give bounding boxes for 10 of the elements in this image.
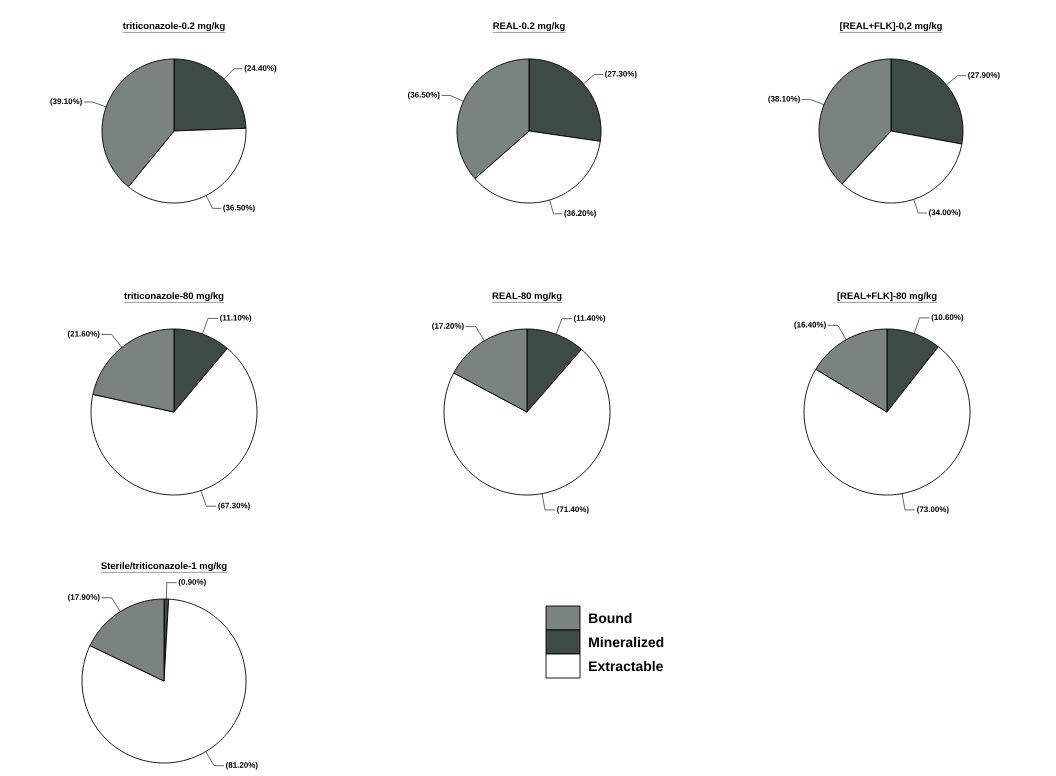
legend-label: Bound [589,612,632,624]
chart-title: [REAL+FLK]-80 mg/kg [837,292,937,301]
legend-label: Mineralized [589,636,664,648]
chart-title: Sterile/triticonazole-1 mg/kg [101,562,227,571]
chart-title: [REAL+FLK]-0,2 mg/kg [840,22,942,31]
legend-label: Extractable [589,660,663,672]
chart-title: REAL-0.2 mg/kg [493,22,565,31]
chart-title: REAL-80 mg/kg [492,292,562,301]
chart-title: triticonazole-0.2 mg/kg [122,22,225,31]
chart-title: triticonazole-80 mg/kg [124,292,224,301]
